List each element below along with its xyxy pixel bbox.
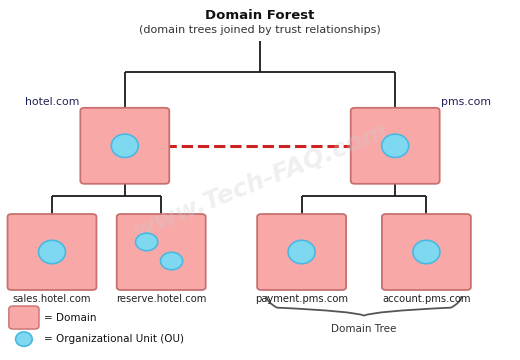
Ellipse shape: [161, 252, 183, 270]
Ellipse shape: [382, 134, 409, 158]
Ellipse shape: [136, 233, 158, 251]
FancyBboxPatch shape: [116, 214, 205, 290]
Text: (domain trees joined by trust relationships): (domain trees joined by trust relationsh…: [139, 25, 381, 35]
FancyBboxPatch shape: [8, 214, 97, 290]
Ellipse shape: [16, 332, 32, 346]
Text: account.pms.com: account.pms.com: [382, 294, 471, 303]
FancyBboxPatch shape: [80, 108, 170, 184]
FancyBboxPatch shape: [382, 214, 471, 290]
Text: sales.hotel.com: sales.hotel.com: [13, 294, 91, 303]
FancyBboxPatch shape: [9, 306, 39, 329]
Text: reserve.hotel.com: reserve.hotel.com: [116, 294, 206, 303]
Ellipse shape: [111, 134, 138, 158]
Text: hotel.com: hotel.com: [25, 97, 79, 107]
Text: www.Tech-FAQ.com: www.Tech-FAQ.com: [129, 118, 391, 242]
Text: pms.com: pms.com: [441, 97, 491, 107]
Text: Domain Tree: Domain Tree: [331, 324, 397, 334]
Text: payment.pms.com: payment.pms.com: [255, 294, 348, 303]
Ellipse shape: [413, 240, 440, 264]
Ellipse shape: [38, 240, 66, 264]
FancyBboxPatch shape: [351, 108, 440, 184]
Ellipse shape: [288, 240, 315, 264]
FancyBboxPatch shape: [257, 214, 346, 290]
Text: = Domain: = Domain: [44, 312, 97, 323]
Text: Domain Forest: Domain Forest: [205, 9, 315, 22]
Text: = Organizational Unit (OU): = Organizational Unit (OU): [44, 334, 184, 344]
